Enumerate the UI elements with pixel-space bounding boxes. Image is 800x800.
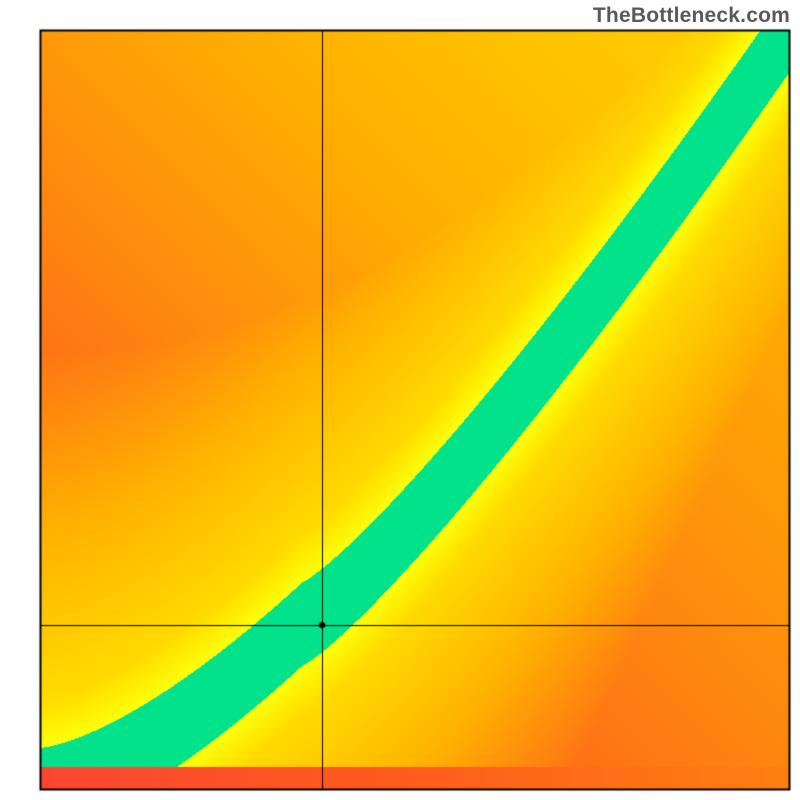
chart-container: TheBottleneck.com [0,0,800,800]
bottleneck-heatmap [0,0,800,800]
watermark-text: TheBottleneck.com [593,4,790,28]
